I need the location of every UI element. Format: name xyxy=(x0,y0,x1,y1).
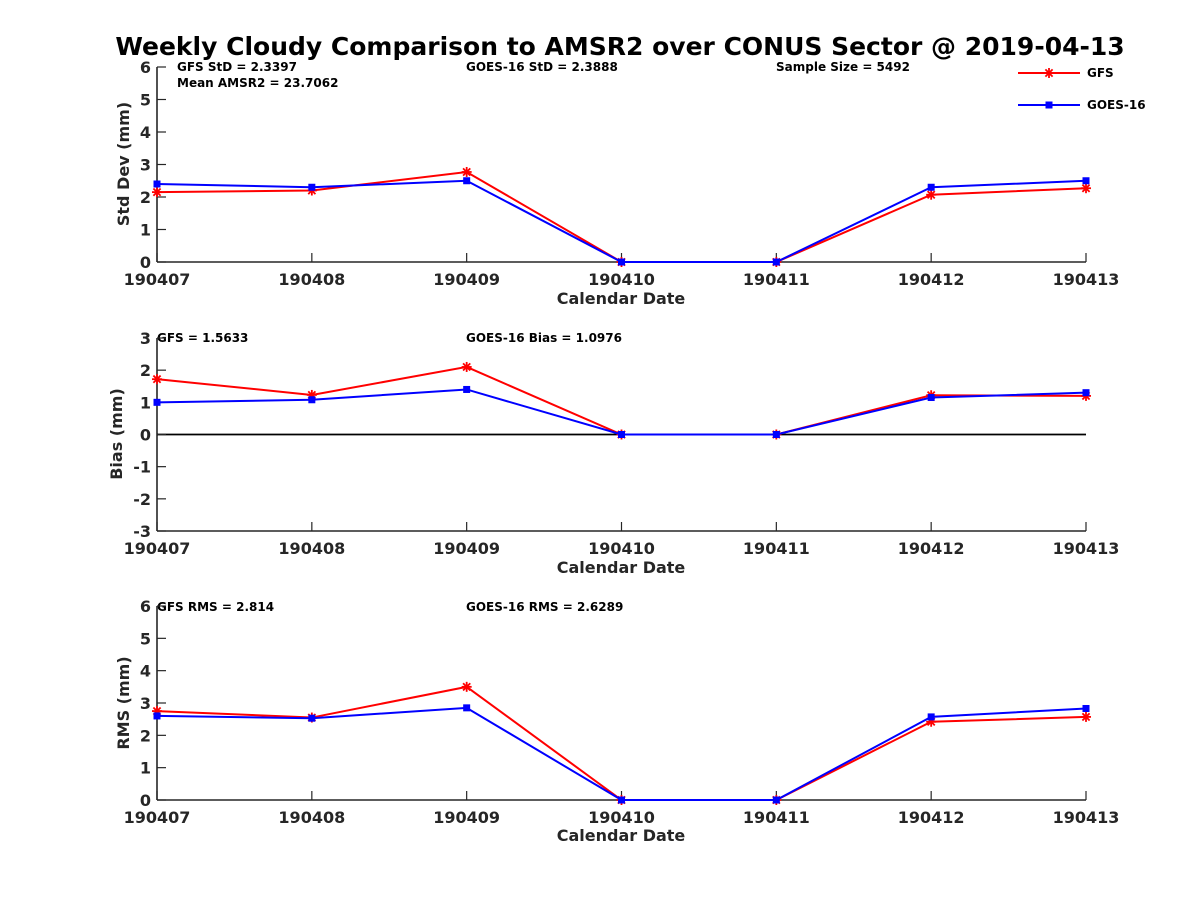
goes-16-data-point xyxy=(618,258,625,266)
y-tick-label: 0 xyxy=(140,791,151,810)
goes-16-data-point xyxy=(927,394,935,402)
gfs-data-point xyxy=(926,189,937,200)
goes-16-data-point xyxy=(1082,177,1090,185)
goes-16-data-point xyxy=(153,180,161,188)
goes-16-data-point xyxy=(618,796,625,804)
gfs-bias-annotation: GFS = 1.5633 xyxy=(157,331,248,345)
goes-16-series-line xyxy=(156,388,1087,436)
goes-16-data-point xyxy=(308,183,316,191)
x-tick-label: 190408 xyxy=(278,539,345,558)
rms-xlabel: Calendar Date xyxy=(557,826,686,845)
legend-goes-marker xyxy=(1045,101,1053,109)
x-tick-label: 190413 xyxy=(1053,808,1120,827)
x-tick-label: 190411 xyxy=(743,270,810,289)
legend-goes-label: GOES-16 xyxy=(1087,98,1146,112)
goes-16-data-point xyxy=(1082,704,1090,712)
y-tick-label: 3 xyxy=(140,329,151,348)
std-dev-ylabel: Std Dev (mm) xyxy=(114,102,133,226)
goes-16-data-point xyxy=(153,398,161,406)
goes-16-data-point xyxy=(463,704,471,712)
legend-gfs-label: GFS xyxy=(1087,66,1114,80)
goes-16-data-point xyxy=(772,796,780,804)
y-tick-label: 5 xyxy=(140,91,151,110)
y-tick-label: 1 xyxy=(140,393,151,412)
goes-16-data-point xyxy=(772,258,780,266)
goes-16-data-point xyxy=(927,183,935,191)
x-tick-label: 190410 xyxy=(588,270,655,289)
y-tick-label: 1 xyxy=(140,221,151,240)
goes-16-data-point xyxy=(308,396,316,404)
gfs-std-annotation: GFS StD = 2.3397 xyxy=(177,60,297,74)
x-tick-label: 190413 xyxy=(1053,270,1120,289)
gfs-rms-annotation: GFS RMS = 2.814 xyxy=(157,600,274,614)
gfs-data-point xyxy=(461,166,472,177)
y-tick-label: 3 xyxy=(140,694,151,713)
chart-title: Weekly Cloudy Comparison to AMSR2 over C… xyxy=(115,32,1124,61)
bias-panel: GFS = 1.5633 GOES-16 Bias = 1.0976 Calen… xyxy=(107,329,1119,577)
std-dev-xlabel: Calendar Date xyxy=(557,289,686,308)
y-tick-label: 0 xyxy=(140,426,151,445)
goes-16-data-point xyxy=(772,431,780,438)
x-tick-label: 190407 xyxy=(124,808,191,827)
y-tick-label: 3 xyxy=(140,156,151,175)
goes-16-data-point xyxy=(153,712,161,720)
y-tick-label: 1 xyxy=(140,759,151,778)
mean-amsr2-annotation: Mean AMSR2 = 23.7062 xyxy=(177,76,338,90)
gfs-data-point xyxy=(461,361,472,372)
goes-std-annotation: GOES-16 StD = 2.3888 xyxy=(466,60,618,74)
legend: GFS GOES-16 xyxy=(1018,66,1146,112)
y-tick-label: -1 xyxy=(133,458,151,477)
goes-16-data-point xyxy=(463,385,471,393)
gfs-series-line xyxy=(156,170,1087,263)
rms-ylabel: RMS (mm) xyxy=(114,656,133,749)
x-tick-label: 190412 xyxy=(898,270,965,289)
goes-16-data-point xyxy=(927,713,935,721)
gfs-data-point xyxy=(152,187,162,198)
goes-rms-annotation: GOES-16 RMS = 2.6289 xyxy=(466,600,623,614)
bias-ylabel: Bias (mm) xyxy=(107,388,126,480)
x-tick-label: 190409 xyxy=(433,539,500,558)
y-tick-label: 6 xyxy=(140,597,151,616)
bias-xlabel: Calendar Date xyxy=(557,558,686,577)
sample-size-annotation: Sample Size = 5492 xyxy=(776,60,910,74)
goes-16-data-point xyxy=(1082,389,1090,397)
x-tick-label: 190407 xyxy=(124,539,191,558)
y-tick-label: 4 xyxy=(140,662,151,681)
gfs-data-point xyxy=(1081,183,1091,194)
goes-16-series-line xyxy=(156,179,1087,263)
legend-gfs-marker xyxy=(1044,68,1054,78)
x-tick-label: 190413 xyxy=(1053,539,1120,558)
y-tick-label: 6 xyxy=(140,58,151,77)
x-tick-label: 190409 xyxy=(433,808,500,827)
y-tick-label: 5 xyxy=(140,629,151,648)
rms-panel: GFS RMS = 2.814 GOES-16 RMS = 2.6289 Cal… xyxy=(114,597,1119,845)
std-dev-panel: GFS StD = 2.3397 Mean AMSR2 = 23.7062 GO… xyxy=(114,58,1119,308)
gfs-data-point xyxy=(152,374,162,385)
goes-16-data-point xyxy=(308,714,316,722)
gfs-data-point xyxy=(1081,711,1091,722)
x-tick-label: 190412 xyxy=(898,808,965,827)
goes-16-data-point xyxy=(618,431,625,438)
y-tick-label: 2 xyxy=(140,361,151,380)
goes-bias-annotation: GOES-16 Bias = 1.0976 xyxy=(466,331,622,345)
x-tick-label: 190411 xyxy=(743,808,810,827)
y-tick-label: 2 xyxy=(140,188,151,207)
y-tick-label: 2 xyxy=(140,726,151,745)
gfs-series-line xyxy=(156,685,1087,801)
x-tick-label: 190410 xyxy=(588,808,655,827)
x-tick-label: 190408 xyxy=(278,270,345,289)
gfs-data-point xyxy=(461,681,472,692)
x-tick-label: 190407 xyxy=(124,270,191,289)
x-tick-label: 190411 xyxy=(743,539,810,558)
y-tick-label: -2 xyxy=(133,490,151,509)
x-tick-label: 190410 xyxy=(588,539,655,558)
x-tick-label: 190412 xyxy=(898,539,965,558)
x-tick-label: 190409 xyxy=(433,270,500,289)
y-tick-label: -3 xyxy=(133,522,151,541)
y-tick-label: 4 xyxy=(140,123,151,142)
y-tick-label: 0 xyxy=(140,253,151,272)
goes-16-data-point xyxy=(463,177,471,185)
x-tick-label: 190408 xyxy=(278,808,345,827)
